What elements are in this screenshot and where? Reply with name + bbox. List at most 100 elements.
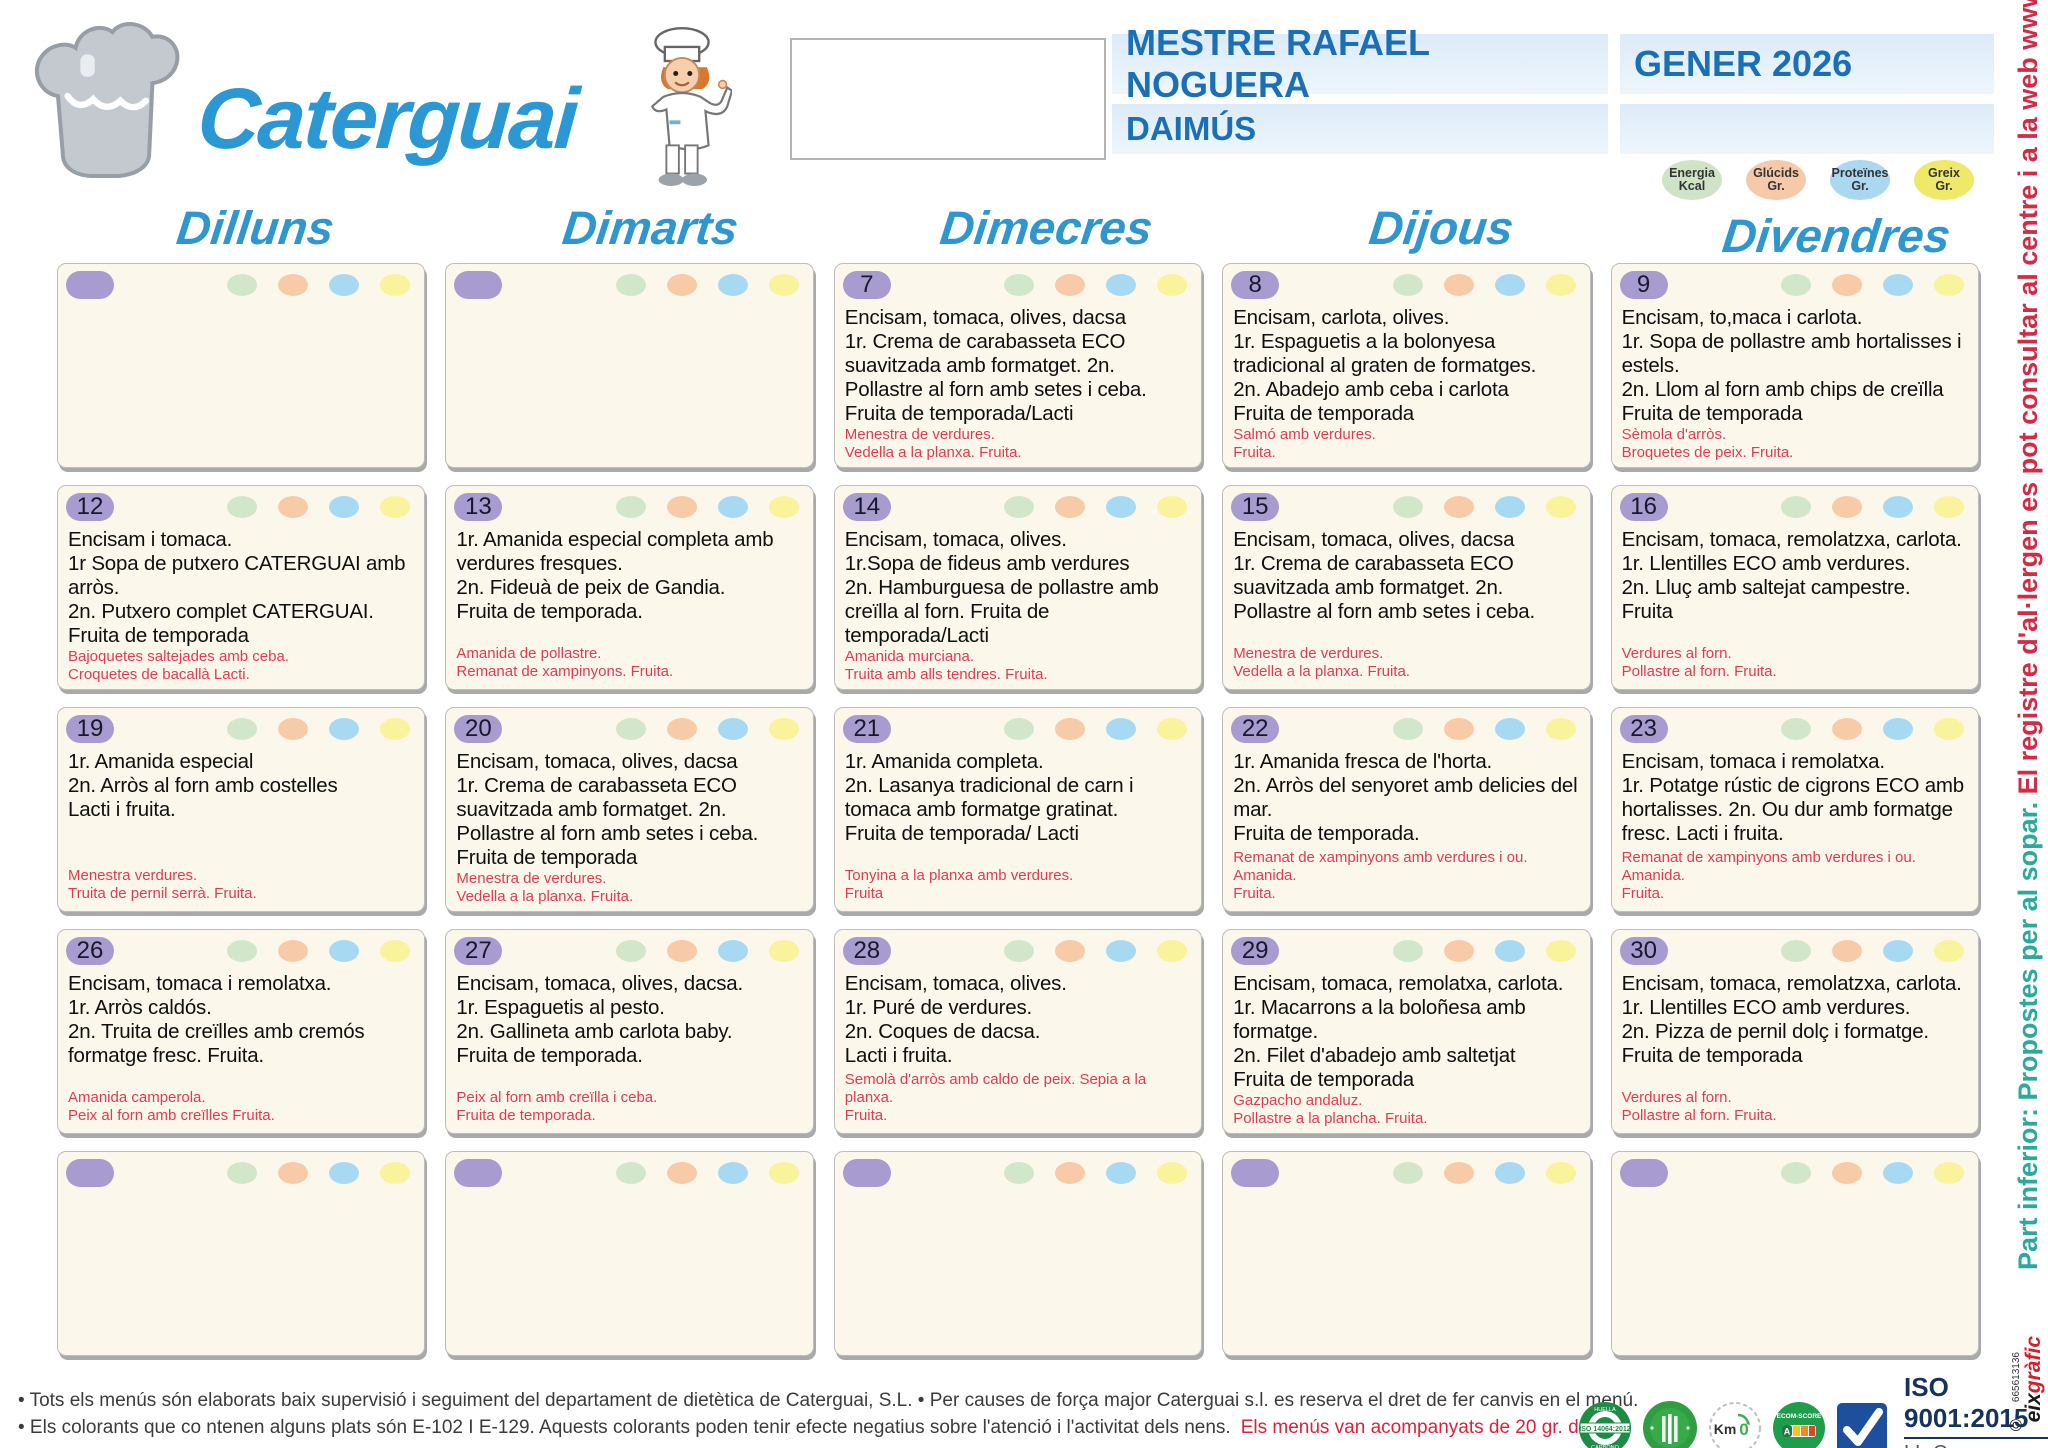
day-number: 26	[76, 937, 104, 964]
day-number-pill	[1619, 1159, 1668, 1187]
carbs-dot-icon	[1443, 274, 1474, 296]
day-cell: 27 Encisam, tomaca, olives, dacsa. 1r. E…	[445, 929, 814, 1134]
carbs-dot-icon	[278, 274, 309, 296]
dinner-suggestion-text: Tonyina a la planxa amb verdures. Fruita	[844, 867, 1074, 902]
carbs-dot-icon	[278, 1162, 309, 1184]
iso-subtitle: LL-C (Certification)	[1904, 1439, 2048, 1448]
day-cell-header: 26	[58, 930, 424, 965]
lunch-menu-text	[1612, 1187, 1978, 1194]
protein-dot-icon	[717, 940, 748, 962]
protein-dot-icon	[717, 1162, 748, 1184]
energy-dot-icon	[615, 1162, 646, 1184]
carbs-dot-icon	[1443, 940, 1474, 962]
energy-dot-icon	[227, 718, 258, 740]
day-number-pill: 7	[842, 271, 891, 299]
day-cell-header: 28	[835, 930, 1201, 965]
day-cell-header	[835, 1152, 1201, 1187]
dinner-suggestion-text: Salmó amb verdures. Fruita.	[1233, 425, 1376, 461]
day-number-pill	[66, 271, 114, 299]
carbs-dot-icon	[1055, 1162, 1086, 1184]
lunch-menu-text: 1r. Amanida fresca de l'horta. 2n. Arròs…	[1233, 750, 1578, 845]
day-cell	[1610, 1151, 1979, 1356]
protein-dot-icon	[329, 1162, 360, 1184]
school-name: MESTRE RAFAEL NOGUERA	[1112, 22, 1608, 105]
lunch-menu-text: Encisam, tomaca, olives, dacsa 1r. Crema…	[1233, 528, 1535, 623]
fat-dot-icon	[1157, 940, 1188, 962]
energy-dot-icon	[1004, 274, 1035, 296]
fat-dot-icon	[768, 718, 799, 740]
carbs-dot-icon	[666, 1162, 697, 1184]
day-number: 13	[465, 493, 492, 520]
day-cell-header: 12	[58, 486, 424, 521]
energy-dot-icon	[1780, 940, 1811, 962]
nutrition-dots	[615, 274, 799, 296]
fat-dot-icon	[1545, 940, 1576, 962]
day-number-pill: 12	[66, 493, 114, 521]
day-number-pill: 29	[1231, 937, 1280, 965]
energy-dot-icon	[1392, 274, 1423, 296]
day-cell: 9 Encisam, to,maca i carlota. 1r. Sopa d…	[1610, 263, 1979, 468]
energy-dot-icon	[1780, 496, 1811, 518]
nutrition-dots	[615, 496, 799, 518]
carbs-dot-icon	[1055, 274, 1086, 296]
dinner-suggestion-text	[446, 459, 812, 467]
day-number: 22	[1241, 715, 1269, 742]
protein-dot-icon	[1106, 274, 1137, 296]
footer-line2: • Els colorants que co ntenen alguns pla…	[18, 1417, 1621, 1439]
carbs-dot-icon	[1443, 496, 1474, 518]
weekday-friday: Divendres	[1719, 209, 1954, 262]
energy-dot-icon	[227, 1162, 258, 1184]
day-number-pill: 26	[66, 937, 114, 965]
day-number: 16	[1630, 493, 1657, 520]
fat-dot-icon	[1545, 718, 1576, 740]
fat-dot-icon	[380, 496, 411, 518]
day-cell-header: 30	[1612, 930, 1978, 965]
legend-protein: Proteïnes Gr.	[1830, 160, 1890, 200]
day-number-pill: 22	[1231, 715, 1280, 743]
day-cell: 15 Encisam, tomaca, olives, dacsa 1r. Cr…	[1222, 485, 1591, 690]
day-cell-header: 23	[1612, 708, 1978, 743]
lunch-menu-text	[58, 1187, 424, 1194]
day-cell: 8 Encisam, carlota, olives. 1r. Espaguet…	[1222, 263, 1591, 468]
day-cell	[833, 1151, 1203, 1356]
day-cell-header	[446, 1152, 812, 1187]
fat-dot-icon	[768, 940, 799, 962]
day-number: 15	[1241, 493, 1269, 520]
carbs-dot-icon	[1443, 1162, 1474, 1184]
energy-dot-icon	[1004, 496, 1035, 518]
protein-dot-icon	[1494, 940, 1525, 962]
day-cell-header: 21	[835, 708, 1201, 743]
print-studio-credit: eixgràfic	[2022, 1336, 2046, 1422]
day-number: 23	[1630, 715, 1657, 742]
nutrition-dots	[1004, 496, 1188, 518]
lunch-menu-text: 1r. Amanida especial completa amb verdur…	[456, 528, 774, 623]
credit-red: gràfic	[2022, 1336, 2045, 1394]
nutrition-dots	[227, 274, 411, 296]
dinner-suggestion-text: Gazpacho andaluz. Pollastre a la plancha…	[1233, 1091, 1428, 1127]
energy-dot-icon	[227, 496, 258, 518]
dinner-suggestion-text: Menestra de verdures. Vedella a la planx…	[456, 869, 634, 905]
dinner-note-text: Part inferior: Propostes per al sopar.	[2013, 794, 2043, 1270]
nutrition-dots	[615, 940, 799, 962]
empty-band	[1620, 104, 1994, 154]
energy-dot-icon	[227, 940, 258, 962]
carbs-dot-icon	[1831, 1162, 1862, 1184]
day-cell-header: 19	[58, 708, 424, 743]
lunch-menu-text	[58, 299, 424, 306]
weekday-thursday: Dijous	[1366, 201, 1517, 254]
energy-dot-icon	[1004, 718, 1035, 740]
fat-dot-icon	[1933, 274, 1964, 296]
dinner-suggestion-text: Bajoquetes saltejades amb ceba. Croquete…	[68, 647, 289, 683]
nutrition-dots	[227, 1162, 411, 1184]
lunch-menu-text: Encisam, tomaca, olives. 1r. Puré de ver…	[844, 972, 1067, 1067]
day-cell-header	[1223, 1152, 1589, 1187]
dinner-suggestion-text	[58, 1347, 424, 1355]
carbs-dot-icon	[1443, 718, 1474, 740]
day-cell-header: 20	[446, 708, 812, 743]
carbs-dot-icon	[1831, 940, 1862, 962]
lunch-menu-text: Encisam, tomaca i remolatxa. 1r. Arròs c…	[68, 972, 365, 1067]
dinner-suggestion-text: Verdures al forn. Pollastre al forn. Fru…	[1621, 645, 1777, 680]
lunch-menu-text: Encisam, carlota, olives. 1r. Espaguetis…	[1233, 306, 1537, 425]
day-cell: 30 Encisam, tomaca, remolatzxa, carlota.…	[1610, 929, 1979, 1134]
nutrition-dots	[1004, 718, 1188, 740]
